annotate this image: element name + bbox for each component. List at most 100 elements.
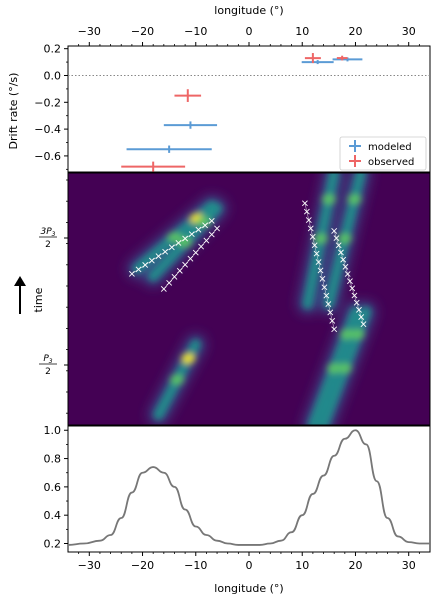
top-x-tick-label: 30 — [402, 25, 416, 38]
top-x-axis-label: longitude (°) — [214, 4, 283, 17]
top-x-tick-label: −10 — [184, 25, 207, 38]
x-marker — [142, 262, 149, 268]
x-marker — [208, 217, 215, 224]
x-marker — [329, 317, 336, 324]
heatmap-hotspot — [181, 353, 196, 364]
heatmap-frame — [67, 172, 431, 426]
x-marker — [327, 309, 334, 316]
x-marker — [195, 226, 202, 233]
x-marker — [135, 266, 142, 273]
bottom-x-tick-label: 30 — [402, 559, 416, 572]
svg-text:2: 2 — [45, 367, 51, 377]
point-observed — [336, 55, 348, 61]
x-marker — [335, 242, 342, 249]
time-y-axis-label: time — [32, 287, 45, 312]
heatmap-hotspot — [337, 233, 352, 244]
x-marker — [162, 248, 169, 255]
x-marker — [214, 225, 220, 232]
x-marker — [325, 301, 332, 307]
x-marker — [301, 200, 308, 207]
bottom-x-tick-label: −20 — [131, 559, 154, 572]
drift-rate-y-tick-label: −0.4 — [34, 123, 61, 136]
svg-text:3P3: 3P3 — [41, 227, 56, 238]
marker-track — [128, 217, 215, 277]
drift-rate-y-tick-label: 0.2 — [44, 43, 62, 56]
x-marker — [168, 244, 175, 251]
x-marker — [311, 242, 318, 249]
profile-plot-area — [67, 425, 431, 553]
top-x-tick-label: 0 — [246, 25, 253, 38]
drift-rate-y-tick-label: −0.6 — [34, 150, 61, 163]
profile-line — [68, 429, 430, 546]
legend-item-modeled: modeled — [349, 140, 412, 153]
drift-rate-y-ticks: 0.2 0.0 −0.2 −0.4 −0.6 — [34, 43, 68, 170]
heatmap-hotspot — [167, 232, 182, 243]
bottom-x-tick-label: 0 — [246, 559, 253, 572]
profile-y-tick-label: 0.8 — [44, 453, 62, 466]
point-observed — [304, 53, 321, 64]
x-marker — [321, 284, 328, 291]
legend-item-observed: observed — [349, 155, 414, 168]
top-x-ticks: −30 −20 −10 0 10 20 30 — [78, 25, 420, 46]
profile-y-tick-label: 0.2 — [44, 538, 62, 551]
x-marker — [176, 267, 183, 274]
x-marker — [356, 306, 362, 313]
x-marker — [305, 217, 312, 223]
heatmap-hotspot — [337, 363, 352, 374]
x-marker — [128, 270, 135, 277]
x-marker — [202, 222, 208, 229]
x-marker — [313, 250, 320, 257]
svg-text:P3: P3 — [43, 354, 52, 365]
profile-y-tick-label: 0.6 — [44, 481, 62, 494]
marker-track — [301, 200, 338, 333]
bottom-x-tick-label: 20 — [348, 559, 362, 572]
x-marker — [187, 255, 194, 262]
x-marker — [333, 235, 340, 242]
drift-rate-panel: −30 −20 −10 0 10 20 30 0.2 0.0 −0.2 −0.4 −0.6 Drif… — [7, 25, 431, 173]
x-marker — [323, 292, 330, 299]
time-arrow-icon — [14, 276, 26, 314]
x-marker — [208, 231, 215, 238]
profile-y-ticks: 0.2 0.4 0.6 0.8 1.0 — [44, 424, 68, 551]
heatmap-hotspot — [313, 233, 328, 244]
heatmap-hotspot — [339, 329, 354, 340]
x-marker — [171, 273, 178, 280]
x-marker — [148, 257, 155, 264]
top-x-tick-label: 10 — [295, 25, 309, 38]
bottom-x-tick-label: −30 — [78, 559, 101, 572]
legend: modeled observed — [339, 136, 427, 171]
x-marker — [203, 237, 210, 244]
x-marker — [198, 243, 205, 250]
point-modeled — [301, 60, 334, 65]
bottom-x-ticks: −30 −20 −10 0 10 20 30 — [78, 552, 420, 572]
point-observed — [174, 89, 202, 102]
point-modeled — [126, 145, 212, 153]
time-y-tick-label: P32 — [39, 354, 57, 377]
x-marker — [166, 279, 173, 286]
x-marker — [175, 240, 182, 246]
x-marker — [349, 285, 356, 292]
x-marker — [307, 225, 314, 232]
drift-rate-y-tick-label: 0.0 — [44, 69, 62, 82]
top-x-tick-label: −20 — [131, 25, 154, 38]
x-marker — [192, 249, 199, 256]
profile-curve — [68, 429, 430, 546]
x-marker — [317, 267, 324, 274]
x-marker — [155, 253, 162, 260]
x-marker — [353, 299, 360, 306]
x-marker — [347, 278, 353, 285]
x-marker — [340, 256, 347, 263]
point-modeled — [163, 121, 218, 129]
heatmap-background — [68, 173, 430, 425]
heatmap-hotspot — [347, 194, 362, 205]
heatmap-hotspot — [350, 329, 365, 340]
drift-rate-y-tick-label: −0.2 — [34, 96, 61, 109]
x-marker — [331, 228, 338, 234]
heatmap-hotspot — [170, 374, 185, 385]
legend-label: observed — [368, 157, 414, 168]
x-marker — [188, 231, 195, 238]
